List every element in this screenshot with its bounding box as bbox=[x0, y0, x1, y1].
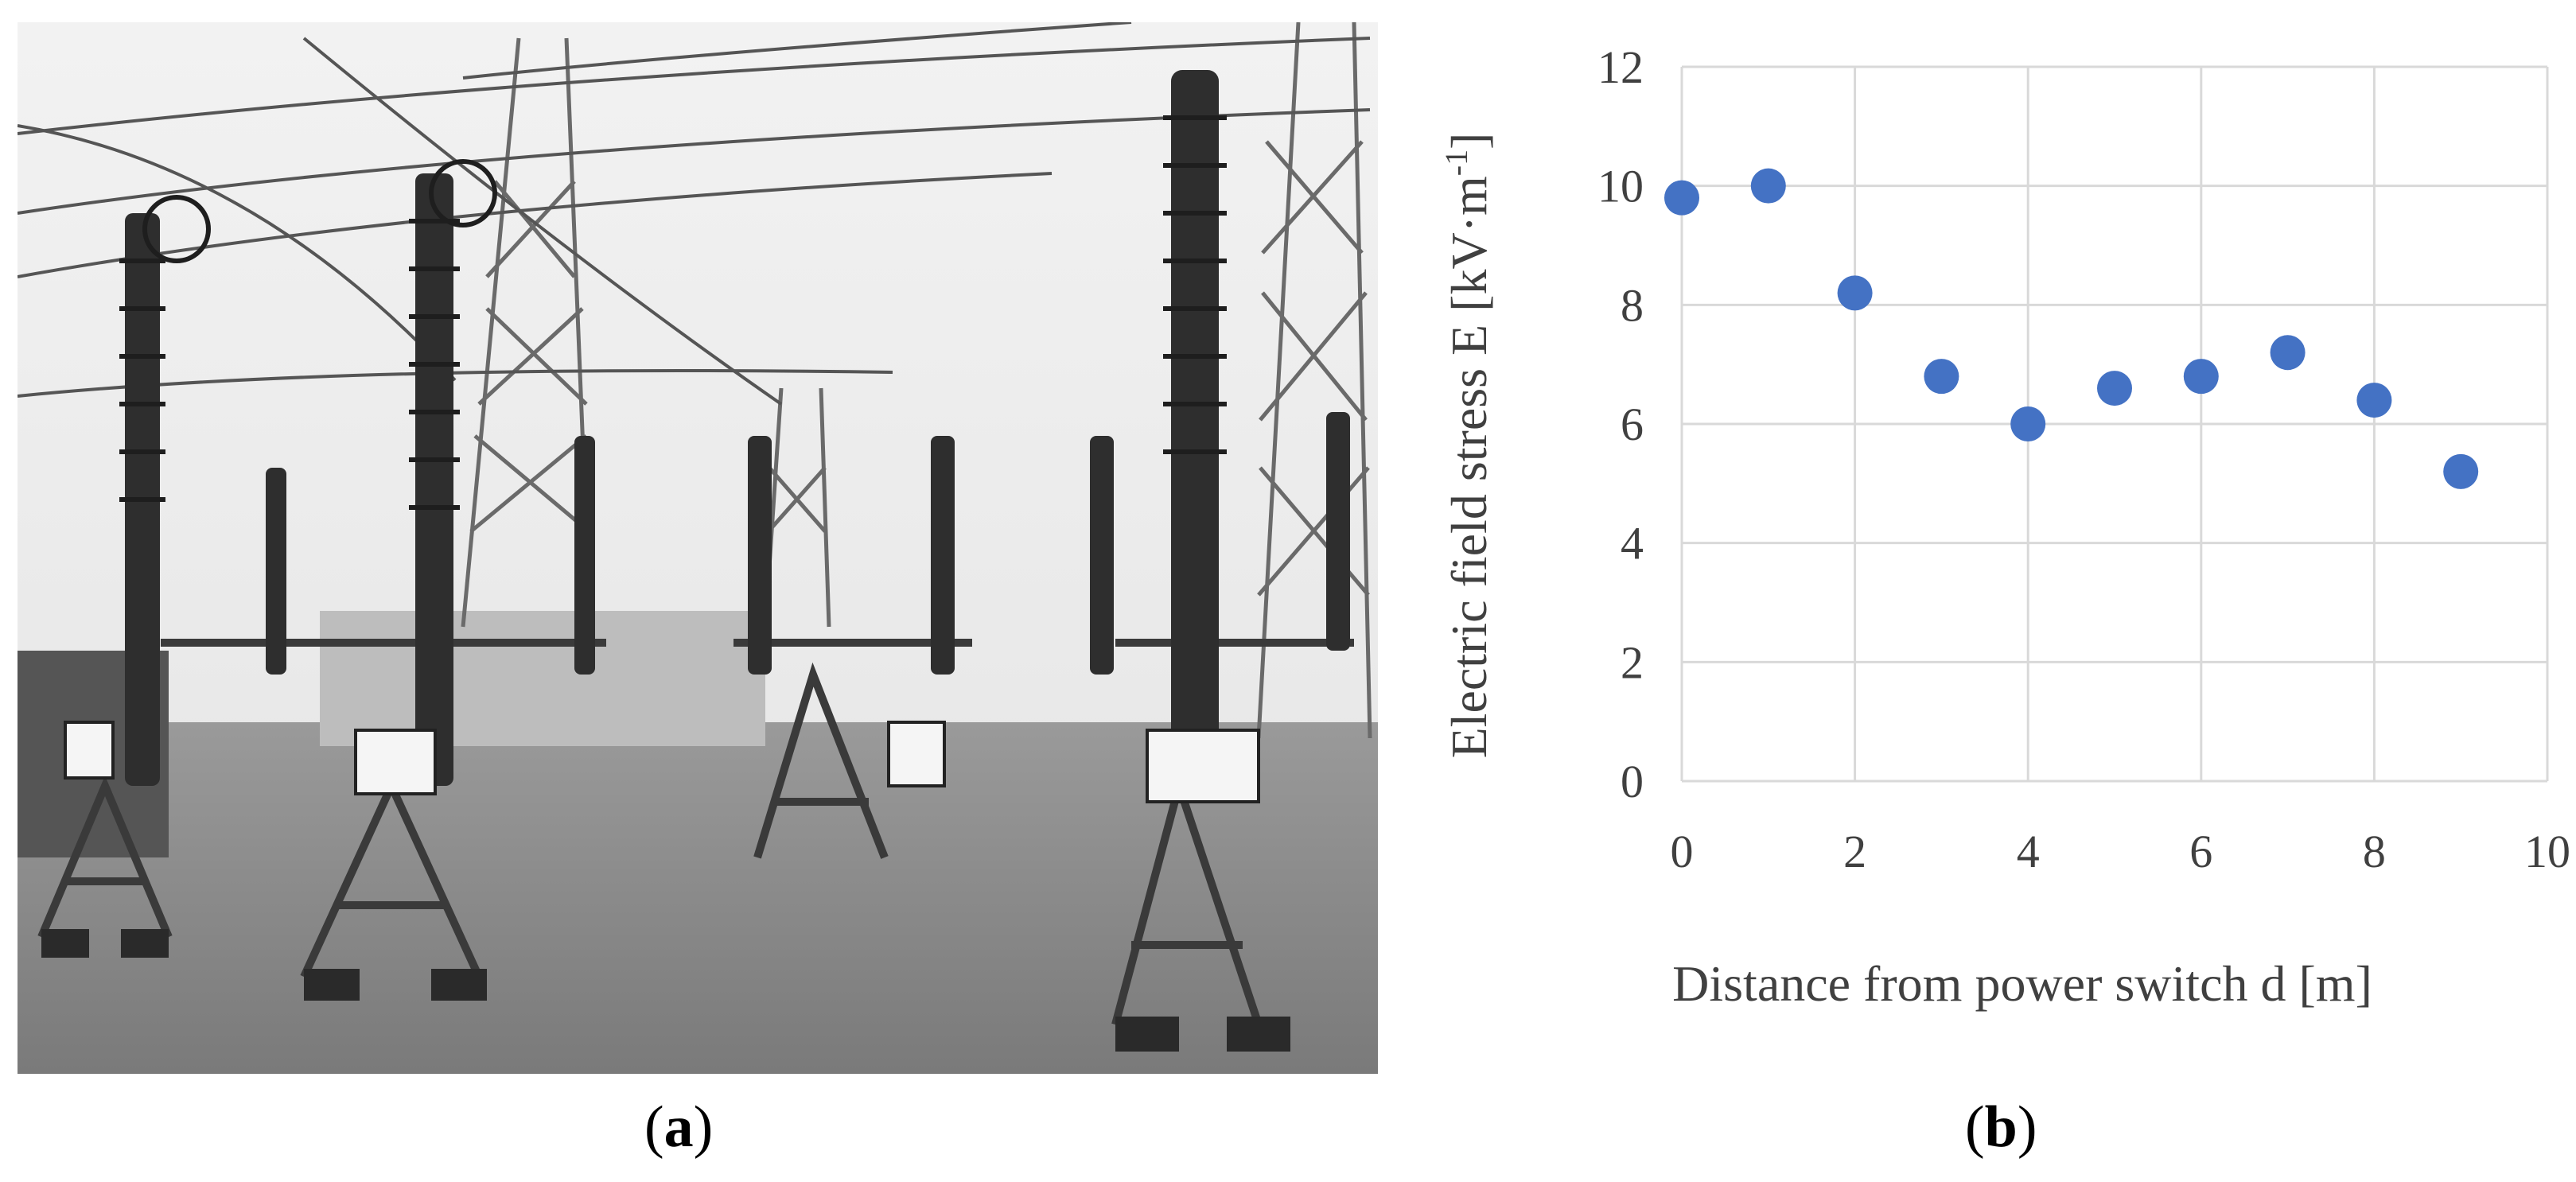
data-point bbox=[2010, 406, 2046, 441]
x-tick-label: 2 bbox=[1843, 826, 1866, 877]
data-point bbox=[1750, 168, 1786, 204]
data-point bbox=[1837, 275, 1873, 311]
substation-illustration bbox=[18, 22, 1378, 1074]
x-tick-label: 10 bbox=[2524, 826, 2570, 877]
concrete-footings bbox=[41, 929, 1290, 1052]
data-point bbox=[2097, 371, 2132, 406]
pole-signs bbox=[64, 721, 1260, 803]
background-building bbox=[320, 611, 765, 746]
data-point bbox=[2270, 335, 2306, 371]
lattice-towers bbox=[461, 22, 1372, 739]
y-tick-label: 0 bbox=[1621, 756, 1644, 807]
y-tick-label: 2 bbox=[1621, 636, 1644, 688]
data-point bbox=[1664, 180, 1699, 216]
substation-photo bbox=[18, 22, 1378, 1074]
data-point bbox=[2356, 383, 2392, 418]
x-tick-label: 6 bbox=[2189, 826, 2212, 877]
y-tick-label: 10 bbox=[1597, 161, 1644, 212]
insulator-rings bbox=[119, 115, 1227, 510]
y-tick-label: 4 bbox=[1621, 518, 1644, 570]
y-tick-label: 6 bbox=[1621, 399, 1644, 450]
data-point bbox=[1924, 359, 1959, 395]
y-axis-title: Electric field stress E [kV·m-1] bbox=[1438, 133, 1497, 759]
data-point bbox=[2183, 359, 2219, 395]
x-axis-title: Distance from power switch d [m] bbox=[1672, 955, 2372, 1012]
x-tick-label: 0 bbox=[1671, 826, 1694, 877]
caption-a: (a) bbox=[644, 1095, 714, 1160]
overhead-wires bbox=[18, 22, 1371, 406]
breaker-columns bbox=[125, 70, 1350, 786]
x-tick-label: 4 bbox=[2017, 826, 2040, 877]
scatter-chart: 0 2 4 6 8 10 12 0 2 4 6 8 10 Electric field stress E… bbox=[1392, 0, 2576, 1066]
y-tick-label: 12 bbox=[1597, 41, 1644, 93]
data-point bbox=[2443, 453, 2479, 489]
chart-canvas: 0 2 4 6 8 10 12 0 2 4 6 8 10 Electric field stress E… bbox=[1438, 41, 2570, 1012]
caption-b: (b) bbox=[1965, 1095, 2037, 1160]
x-tick-label: 8 bbox=[2363, 826, 2386, 877]
y-tick-label: 8 bbox=[1621, 279, 1644, 331]
